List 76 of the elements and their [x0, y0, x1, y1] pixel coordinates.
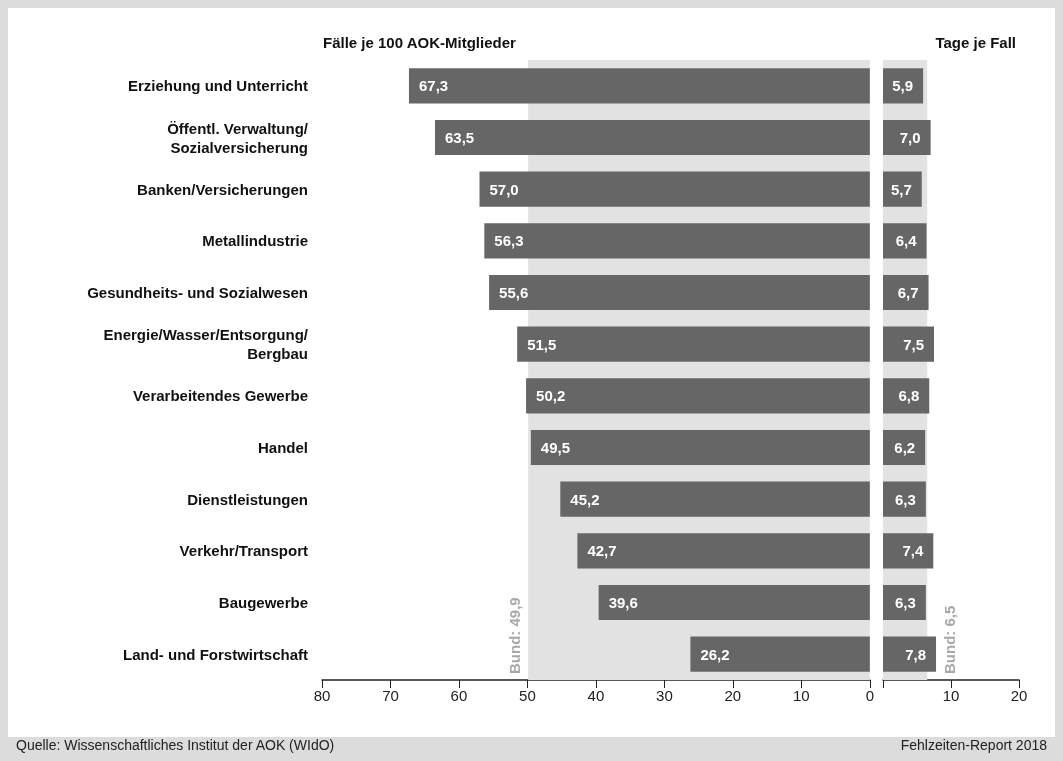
bar — [883, 378, 930, 414]
bar — [883, 274, 929, 311]
data-label: 63,5 — [444, 129, 475, 146]
data-label: 6,8 — [898, 387, 920, 405]
data-label: 5,7 — [890, 180, 912, 198]
y-tick-label: Energie/Wasser/Entsorgung/ Bergbau — [103, 326, 309, 363]
bar — [883, 584, 926, 621]
bar — [883, 326, 934, 362]
y-tick-label: Erziehung und Unterricht — [128, 77, 308, 95]
chart-title: Tage je Fall — [935, 34, 1017, 51]
bar — [408, 68, 870, 104]
x-tick-label: 10 — [942, 687, 960, 704]
data-label: 7,4 — [902, 542, 924, 560]
bar — [883, 119, 931, 156]
data-label: 49,5 — [540, 439, 571, 456]
data-label: 67,3 — [418, 77, 449, 95]
bar — [883, 636, 937, 672]
y-tick-label: Dienstleistungen — [187, 490, 308, 508]
bar — [577, 533, 870, 569]
bar — [560, 481, 870, 517]
y-tick-label: Öffentl. Verwaltung/ Sozialversicherung — [167, 119, 309, 156]
chart-title: Fälle je 100 AOK-Mitglieder — [323, 34, 516, 51]
x-tick-label: 0 — [865, 687, 874, 704]
data-label: 6,2 — [894, 439, 916, 456]
x-tick-label: 20 — [1010, 687, 1028, 704]
y-tick-label: Verarbeitendes Gewerbe — [132, 387, 308, 405]
data-label: 6,7 — [897, 284, 919, 301]
y-tick-label: Verkehr/Transport — [179, 542, 308, 560]
bar — [883, 481, 926, 517]
x-tick-label: 50 — [519, 687, 536, 704]
bar — [883, 533, 934, 569]
data-label: 57,0 — [489, 180, 519, 198]
data-label: 39,6 — [608, 594, 638, 611]
y-tick-label: Metallindustrie — [202, 232, 308, 250]
data-label: 56,3 — [494, 232, 524, 250]
data-label: 45,2 — [570, 490, 600, 508]
data-label: 55,6 — [499, 284, 529, 301]
data-label: 50,2 — [536, 387, 566, 405]
data-label: 6,3 — [894, 594, 916, 611]
data-label: 6,3 — [894, 490, 916, 508]
y-tick-label: Handel — [257, 439, 308, 456]
bar — [434, 119, 870, 156]
bar — [530, 429, 870, 466]
band-label: Bund: 6,5 — [941, 605, 959, 674]
y-tick-label: Banken/Versicherungen — [137, 180, 308, 198]
bar — [598, 584, 870, 621]
data-label: 51,5 — [527, 335, 557, 353]
data-label: 42,7 — [587, 542, 617, 560]
data-label: 26,2 — [700, 645, 730, 663]
data-label: 5,9 — [892, 77, 914, 95]
band-label: Bund: 49,9 — [506, 597, 524, 674]
bar — [484, 223, 870, 259]
bar — [489, 274, 870, 311]
source-note: Quelle: Wissenschaftliches Institut der AOK (WIdO) — [16, 737, 335, 753]
x-tick-label: 40 — [587, 687, 605, 704]
data-label: 7,0 — [899, 129, 921, 146]
bar — [690, 636, 870, 672]
data-label: 7,5 — [903, 335, 924, 353]
bar — [883, 429, 926, 466]
x-tick-label: 60 — [450, 687, 468, 704]
bar — [883, 171, 922, 207]
x-tick-label: 10 — [793, 687, 810, 704]
x-tick-label: 80 — [313, 687, 331, 704]
bar — [517, 326, 870, 362]
text: Fehlzeiten-Report 2018 — [900, 737, 1048, 753]
y-tick-label: Baugewerbe — [218, 594, 308, 611]
x-tick-label: 70 — [382, 687, 399, 704]
y-tick-label: Gesundheits- und Sozialwesen — [87, 284, 308, 301]
bar — [479, 171, 870, 207]
bar — [883, 223, 927, 259]
y-tick-label: Land- und Forstwirtschaft — [123, 645, 308, 663]
x-tick-label: 20 — [724, 687, 742, 704]
data-label: 7,8 — [905, 645, 927, 663]
bar — [526, 378, 870, 414]
data-label: 6,4 — [895, 232, 918, 250]
x-tick-label: 30 — [656, 687, 673, 704]
